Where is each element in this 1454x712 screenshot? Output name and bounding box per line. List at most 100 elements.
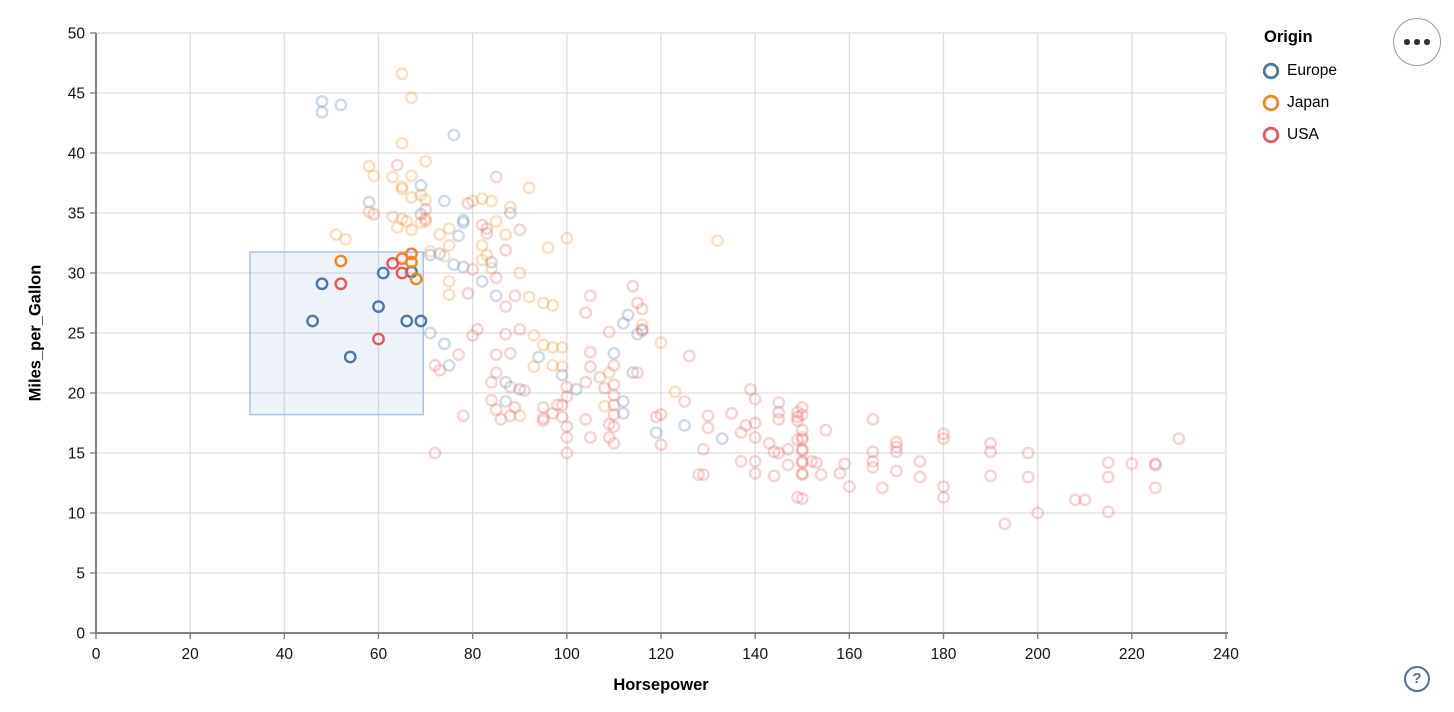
data-point[interactable]: [560, 420, 574, 433]
data-point[interactable]: [395, 67, 409, 81]
data-point[interactable]: [527, 360, 541, 373]
data-point[interactable]: [405, 169, 418, 183]
data-point[interactable]: [607, 358, 621, 372]
data-point[interactable]: [536, 414, 550, 427]
data-point[interactable]: [711, 234, 724, 248]
data-point[interactable]: [795, 492, 809, 505]
data-point[interactable]: [795, 442, 809, 456]
data-point[interactable]: [1021, 470, 1035, 484]
data-point[interactable]: [489, 348, 503, 361]
data-point[interactable]: [367, 207, 381, 221]
data-point[interactable]: [334, 254, 348, 268]
data-point[interactable]: [616, 406, 630, 420]
data-point[interactable]: [518, 384, 531, 397]
data-point[interactable]: [692, 468, 706, 481]
data-point[interactable]: [772, 405, 786, 419]
data-point[interactable]: [739, 418, 753, 432]
data-point[interactable]: [461, 286, 475, 300]
data-point[interactable]: [607, 436, 621, 450]
data-point[interactable]: [339, 232, 352, 246]
data-point[interactable]: [767, 445, 781, 459]
data-point[interactable]: [791, 490, 804, 504]
data-point[interactable]: [791, 414, 804, 427]
data-point[interactable]: [433, 247, 447, 261]
data-point[interactable]: [343, 350, 357, 364]
data-point[interactable]: [499, 375, 513, 389]
data-point[interactable]: [913, 454, 927, 468]
data-point[interactable]: [456, 409, 470, 423]
data-point[interactable]: [546, 358, 560, 372]
data-point[interactable]: [522, 181, 536, 195]
data-point[interactable]: [795, 408, 809, 421]
data-point[interactable]: [866, 412, 880, 426]
data-point[interactable]: [583, 289, 597, 303]
data-point[interactable]: [423, 244, 437, 258]
data-point[interactable]: [442, 358, 456, 372]
data-point[interactable]: [475, 238, 489, 252]
data-point[interactable]: [475, 274, 489, 288]
data-point[interactable]: [447, 128, 461, 142]
data-point[interactable]: [414, 314, 428, 328]
data-point[interactable]: [428, 446, 442, 460]
data-point[interactable]: [1101, 456, 1115, 469]
data-point[interactable]: [701, 409, 715, 423]
data-point[interactable]: [734, 426, 748, 439]
data-point[interactable]: [984, 436, 997, 450]
data-point[interactable]: [419, 212, 432, 226]
data-point[interactable]: [405, 247, 418, 261]
data-point[interactable]: [767, 469, 781, 483]
data-point[interactable]: [725, 406, 739, 420]
data-point[interactable]: [579, 375, 593, 389]
data-point[interactable]: [466, 262, 480, 276]
data-point[interactable]: [833, 466, 847, 480]
data-point[interactable]: [1101, 470, 1115, 484]
data-point[interactable]: [452, 348, 465, 361]
data-point[interactable]: [795, 423, 809, 437]
data-point[interactable]: [414, 216, 428, 230]
data-point[interactable]: [485, 375, 498, 389]
data-point[interactable]: [598, 381, 611, 395]
data-point[interactable]: [607, 346, 621, 360]
data-point[interactable]: [1101, 505, 1115, 519]
data-point[interactable]: [489, 271, 503, 285]
data-point[interactable]: [499, 327, 513, 341]
data-point[interactable]: [748, 466, 762, 480]
data-point[interactable]: [541, 241, 555, 255]
data-point[interactable]: [400, 314, 414, 328]
data-point[interactable]: [795, 466, 809, 480]
data-point[interactable]: [508, 289, 522, 303]
data-point[interactable]: [428, 358, 442, 372]
data-point[interactable]: [475, 218, 489, 232]
data-point[interactable]: [602, 417, 616, 431]
data-point[interactable]: [395, 182, 409, 196]
data-point[interactable]: [400, 214, 414, 228]
data-point[interactable]: [442, 288, 456, 301]
data-point[interactable]: [583, 430, 597, 444]
data-point[interactable]: [414, 178, 428, 192]
data-point[interactable]: [866, 445, 880, 459]
data-point[interactable]: [602, 366, 616, 379]
data-point[interactable]: [607, 420, 621, 433]
data-point[interactable]: [772, 396, 786, 409]
data-point[interactable]: [795, 444, 809, 457]
data-point[interactable]: [503, 346, 517, 360]
data-point[interactable]: [414, 207, 428, 221]
data-point[interactable]: [480, 222, 494, 236]
data-point[interactable]: [890, 440, 903, 454]
data-point[interactable]: [555, 360, 569, 373]
data-point[interactable]: [499, 300, 513, 313]
data-point[interactable]: [631, 296, 644, 310]
data-point[interactable]: [890, 464, 903, 478]
data-point[interactable]: [485, 393, 498, 407]
data-point[interactable]: [654, 336, 668, 349]
data-point[interactable]: [626, 366, 640, 379]
data-point[interactable]: [583, 360, 597, 373]
data-point[interactable]: [607, 378, 621, 391]
data-point[interactable]: [734, 454, 748, 468]
data-point[interactable]: [362, 205, 376, 219]
data-point[interactable]: [842, 480, 856, 493]
data-point[interactable]: [744, 382, 757, 396]
data-point[interactable]: [485, 261, 498, 275]
data-point[interactable]: [334, 98, 348, 112]
data-point[interactable]: [607, 398, 621, 412]
